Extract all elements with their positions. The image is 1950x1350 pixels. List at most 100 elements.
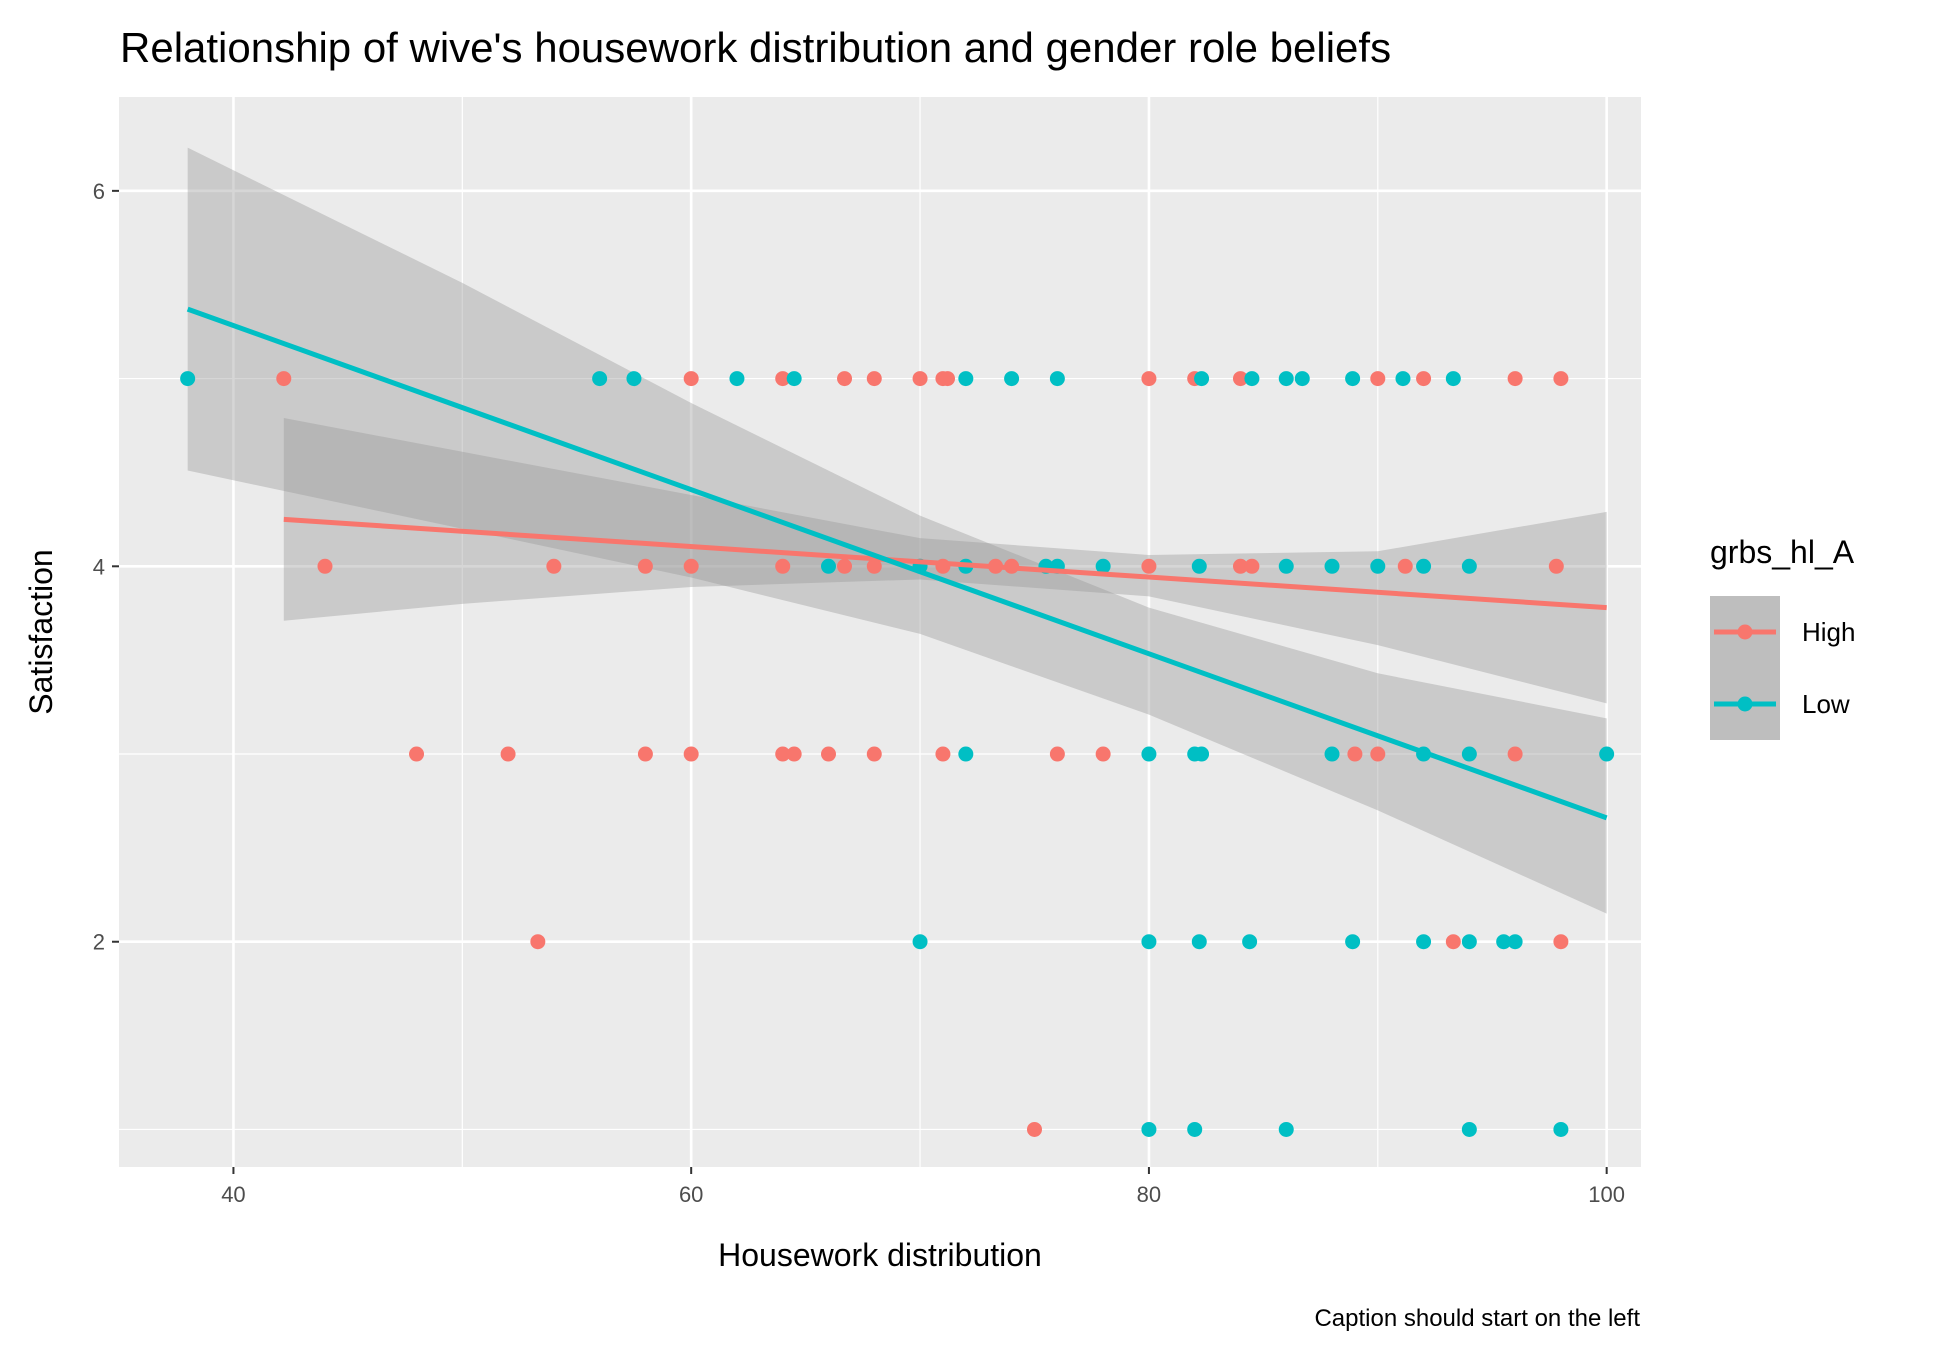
point-low	[1395, 371, 1411, 387]
point-low	[1416, 934, 1432, 950]
point-high	[775, 371, 791, 387]
x-tick-label: 80	[1137, 1182, 1161, 1207]
point-low	[1370, 558, 1386, 574]
point-low	[786, 371, 802, 387]
point-high	[1397, 558, 1413, 574]
point-low	[821, 558, 837, 574]
point-high	[1141, 558, 1157, 574]
point-high	[775, 558, 791, 574]
point-low	[1194, 371, 1210, 387]
legend: grbs_hl_A High Low	[1710, 534, 1855, 740]
x-axis: 40 60 80 100	[221, 1167, 1625, 1207]
point-high	[317, 558, 333, 574]
point-high	[1553, 934, 1569, 950]
x-tick-label: 100	[1588, 1182, 1625, 1207]
point-high	[866, 558, 882, 574]
fit-line-low	[186, 306, 1608, 821]
point-low	[1191, 934, 1207, 950]
data-points	[180, 371, 1615, 1137]
point-low	[1278, 558, 1294, 574]
legend-key-point	[1737, 696, 1753, 712]
point-low	[1507, 934, 1523, 950]
point-low	[1095, 558, 1111, 574]
point-high	[1553, 371, 1569, 387]
point-high	[1370, 371, 1386, 387]
legend-label-low: Low	[1802, 689, 1850, 719]
x-tick-label: 40	[221, 1182, 245, 1207]
point-high	[775, 746, 791, 762]
point-high	[1049, 746, 1065, 762]
point-low	[1049, 371, 1065, 387]
point-low	[1004, 371, 1020, 387]
y-tick-label: 6	[93, 179, 105, 204]
point-high	[1232, 558, 1248, 574]
chart-caption: Caption should start on the left	[1314, 1305, 1640, 1332]
point-high	[866, 371, 882, 387]
point-high	[530, 934, 546, 950]
point-low	[1141, 1121, 1157, 1137]
point-low	[1324, 558, 1340, 574]
point-low	[1553, 1121, 1569, 1137]
point-high	[866, 746, 882, 762]
point-high	[1507, 746, 1523, 762]
point-low	[592, 371, 608, 387]
point-high	[1232, 371, 1248, 387]
point-high	[821, 746, 837, 762]
plot-panel	[119, 97, 1641, 1167]
point-high	[1445, 934, 1461, 950]
point-high	[837, 558, 853, 574]
point-high	[683, 746, 699, 762]
legend-label-high: High	[1802, 617, 1855, 647]
point-high	[1548, 558, 1564, 574]
point-low	[180, 371, 196, 387]
x-tick-label: 60	[679, 1182, 703, 1207]
point-high	[1026, 1121, 1042, 1137]
y-axis: 2 4 6	[93, 179, 119, 955]
point-high	[683, 371, 699, 387]
point-high	[912, 371, 928, 387]
y-tick-label: 2	[93, 930, 105, 955]
legend-key-point	[1737, 624, 1753, 640]
point-high	[276, 371, 292, 387]
point-high	[500, 746, 516, 762]
grid-major	[119, 97, 1641, 1167]
point-low	[1599, 746, 1615, 762]
x-axis-title: Housework distribution	[718, 1237, 1042, 1273]
point-low	[1461, 1121, 1477, 1137]
point-high	[546, 558, 562, 574]
point-low	[1324, 746, 1340, 762]
point-low	[1416, 558, 1432, 574]
chart-title: Relationship of wive's housework distrib…	[120, 24, 1391, 71]
point-low	[1345, 371, 1361, 387]
point-high	[1347, 746, 1363, 762]
point-low	[1191, 558, 1207, 574]
fit-line-high	[283, 516, 1607, 611]
point-high	[837, 371, 853, 387]
point-high	[786, 746, 802, 762]
point-low	[1345, 934, 1361, 950]
point-low	[1461, 934, 1477, 950]
point-low	[1496, 934, 1512, 950]
point-low	[958, 371, 974, 387]
point-low	[1244, 371, 1260, 387]
point-low	[1461, 558, 1477, 574]
y-tick-label: 4	[93, 554, 105, 579]
point-high	[1416, 371, 1432, 387]
point-high	[409, 746, 425, 762]
point-high	[1370, 746, 1386, 762]
ribbon-low	[187, 147, 1607, 914]
fit-lines	[186, 306, 1608, 821]
point-low	[958, 746, 974, 762]
point-low	[1187, 1121, 1203, 1137]
legend-title: grbs_hl_A	[1710, 534, 1855, 570]
point-high	[935, 746, 951, 762]
point-low	[1141, 934, 1157, 950]
point-low	[1141, 746, 1157, 762]
y-axis-title: Satisfaction	[23, 549, 59, 714]
point-high	[1095, 746, 1111, 762]
point-low	[1294, 371, 1310, 387]
point-high	[1141, 371, 1157, 387]
point-high	[683, 558, 699, 574]
point-low	[729, 371, 745, 387]
